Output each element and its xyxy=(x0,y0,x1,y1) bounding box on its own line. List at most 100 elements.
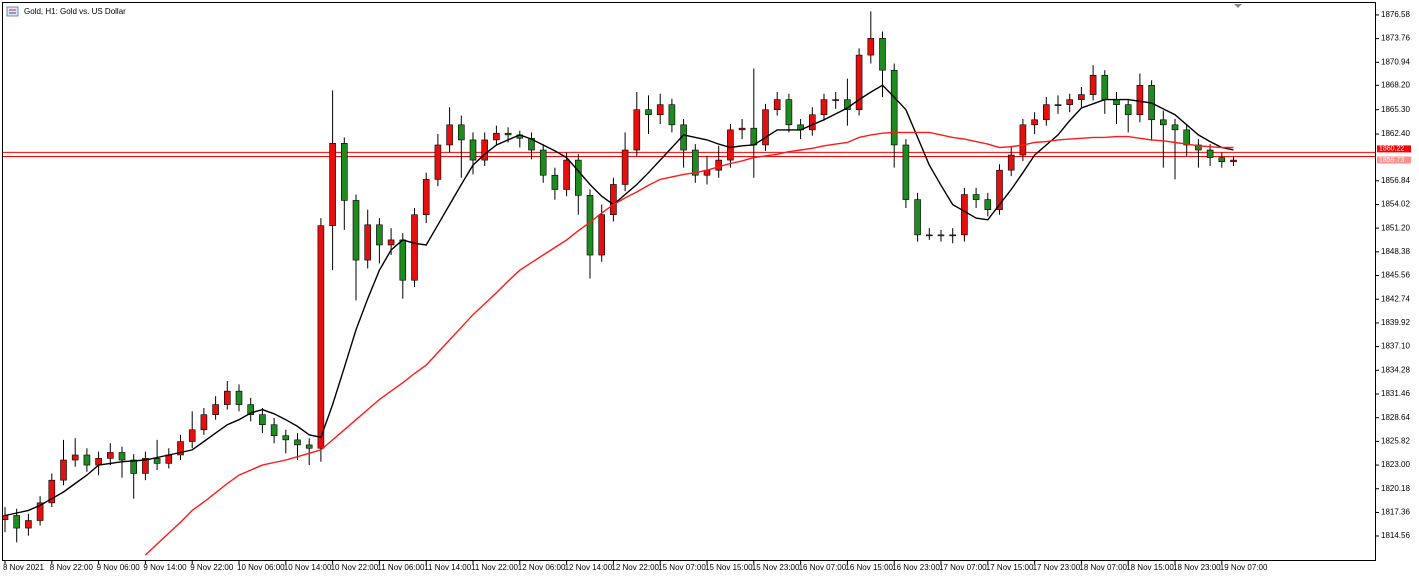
candle-body xyxy=(1007,154,1015,171)
x-tick-label: 10 Nov 22:00 xyxy=(331,563,379,572)
candle-body xyxy=(727,129,734,161)
candle-body xyxy=(738,127,746,131)
candle-body xyxy=(142,458,149,474)
candle-body xyxy=(493,132,500,141)
candle-body xyxy=(820,99,828,116)
candle-body xyxy=(212,404,219,415)
x-tick-label: 18 Nov 07:00 xyxy=(1079,563,1127,572)
candle-body xyxy=(961,194,968,236)
y-tick-label: 1820.18 xyxy=(1381,484,1410,493)
x-tick-label: 15 Nov 07:00 xyxy=(658,563,706,572)
x-tick-label: 15 Nov 23:00 xyxy=(752,563,800,572)
candle-body xyxy=(633,109,641,151)
candle-body xyxy=(1206,149,1214,158)
candle-body xyxy=(1066,99,1073,105)
y-tick-label: 1854.02 xyxy=(1381,200,1410,209)
candle-body xyxy=(621,149,629,185)
candle-body xyxy=(1078,94,1085,100)
x-tick-label: 9 Nov 06:00 xyxy=(97,563,141,572)
chart-title: Gold, H1: Gold vs. US Dollar xyxy=(24,7,126,16)
x-tick-label: 15 Nov 15:00 xyxy=(705,563,753,572)
y-tick-label: 1876.58 xyxy=(1381,10,1410,19)
candle-body xyxy=(528,137,535,151)
candle-body xyxy=(469,139,477,161)
candle-body xyxy=(247,404,254,415)
candle-body xyxy=(715,159,723,171)
y-tick-label: 1862.40 xyxy=(1381,129,1410,138)
plot-frame xyxy=(2,2,1376,561)
candle-body xyxy=(340,143,348,201)
candle-body xyxy=(224,390,231,405)
candle-body xyxy=(71,454,79,461)
candle-body xyxy=(949,234,957,237)
candle-body xyxy=(1160,119,1167,126)
candle-body xyxy=(60,459,67,481)
price-label: 1860.22 xyxy=(1379,146,1404,153)
candle-body xyxy=(481,139,489,161)
y-tick-label: 1825.82 xyxy=(1381,436,1410,445)
candle-body xyxy=(855,54,863,110)
candle-body xyxy=(1101,74,1109,100)
y-tick-label: 1837.10 xyxy=(1381,342,1410,351)
candle-body xyxy=(411,214,418,281)
candle-body xyxy=(83,454,91,466)
x-tick-label: 10 Nov 14:00 xyxy=(284,563,332,572)
candle-body xyxy=(387,239,395,246)
candle-body xyxy=(294,439,301,446)
candle-body xyxy=(879,37,886,71)
candle-body xyxy=(691,149,699,176)
candle-body xyxy=(1113,99,1120,105)
candle-body xyxy=(107,452,114,459)
x-tick-label: 12 Nov 14:00 xyxy=(565,563,613,572)
x-tick-label: 12 Nov 22:00 xyxy=(611,563,659,572)
x-tick-label: 17 Nov 15:00 xyxy=(986,563,1034,572)
candle-body xyxy=(457,124,465,141)
x-tick-label: 19 Nov 07:00 xyxy=(1220,563,1268,572)
candle-body xyxy=(1171,124,1179,131)
candle-body xyxy=(446,124,453,146)
candle-body xyxy=(762,109,769,146)
candle-body xyxy=(95,458,102,466)
candle-body xyxy=(13,515,20,529)
x-tick-label: 10 Nov 06:00 xyxy=(237,563,285,572)
price-label-box xyxy=(1377,156,1411,164)
x-tick-label: 11 Nov 06:00 xyxy=(377,563,425,572)
candle-body xyxy=(364,224,372,261)
x-tick-label: 8 Nov 2021 xyxy=(3,563,44,572)
ma-line xyxy=(4,84,1234,517)
x-tick-label: 16 Nov 15:00 xyxy=(845,563,893,572)
candle-body xyxy=(645,109,652,116)
candle-body xyxy=(1124,104,1132,116)
candle-body xyxy=(668,104,676,126)
icon-box xyxy=(6,6,19,17)
candle-body xyxy=(773,99,781,110)
candle-body xyxy=(574,159,582,196)
y-tick-label: 1842.74 xyxy=(1381,294,1410,303)
candle-body xyxy=(1136,85,1144,116)
price-label: 1859.73 xyxy=(1379,157,1404,164)
candle-body xyxy=(118,452,126,461)
candle-body xyxy=(1031,119,1038,126)
x-tick-label: 11 Nov 22:00 xyxy=(471,563,519,572)
x-tick-label: 9 Nov 14:00 xyxy=(143,563,187,572)
candle-body xyxy=(329,143,336,226)
candle-body xyxy=(539,149,547,176)
candle-body xyxy=(282,435,290,441)
candle-body xyxy=(270,424,278,436)
candle-body xyxy=(1183,129,1190,146)
x-tick-label: 18 Nov 23:00 xyxy=(1173,563,1221,572)
y-tick-label: 1873.76 xyxy=(1381,34,1410,43)
candle-body xyxy=(551,174,559,190)
candle-body xyxy=(832,99,840,101)
candle-body xyxy=(434,144,442,180)
y-tick-label: 1870.94 xyxy=(1381,57,1410,66)
candle-body xyxy=(48,479,56,504)
candle-body xyxy=(235,390,243,405)
y-tick-label: 1865.30 xyxy=(1381,105,1410,114)
chart-icon xyxy=(6,6,19,17)
candle-body xyxy=(984,199,992,210)
price-label-box xyxy=(1377,145,1411,153)
candle-body xyxy=(937,234,945,237)
candle-body xyxy=(902,144,910,200)
